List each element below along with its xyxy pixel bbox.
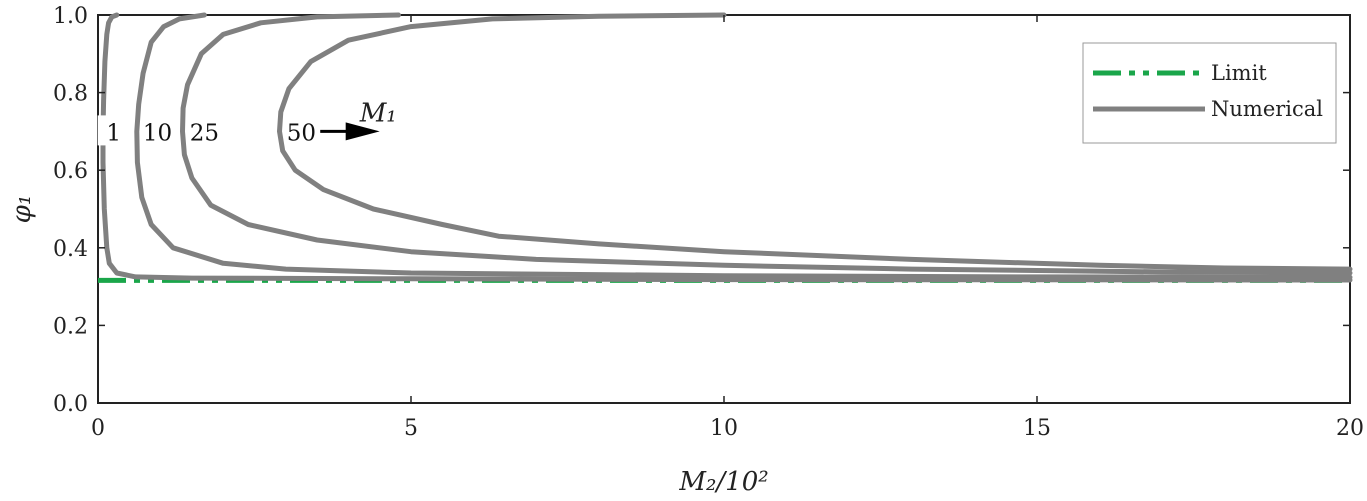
curve-label-bg (97, 115, 130, 146)
series-line-m1-25 (180, 12, 1353, 276)
curve-label-1: 1 (106, 120, 121, 146)
y-tick-label: 0.6 (53, 159, 88, 184)
y-tick-label: 0.8 (53, 82, 88, 107)
curve-label-25: 25 (190, 120, 219, 146)
ticks-layer: 0 5 10 15 20 0.0 0.2 0.4 0.6 0.8 1.0 (53, 4, 1364, 441)
curve-label-10: 10 (143, 120, 172, 146)
series-line-m1-10 (134, 12, 1353, 280)
curve-label-bg (285, 115, 318, 146)
y-tick-label: 0.2 (53, 314, 88, 339)
curve-label-50: 50 (287, 120, 316, 146)
series-line-m1-1 (100, 12, 1353, 283)
m1-arrow-head (345, 122, 380, 141)
legend-limit-text: Limit (1211, 61, 1267, 85)
m1-arrow-label: M₁ (359, 98, 397, 128)
arrow-layer: M₁ (320, 98, 397, 141)
x-tick-label: 10 (710, 416, 738, 441)
y-axis-label: φ₁ (7, 195, 37, 224)
y-tick-label: 0.4 (53, 237, 88, 262)
x-tick-label: 20 (1336, 416, 1364, 441)
legend: Limit Numerical (1082, 42, 1337, 144)
series-layer (100, 12, 1353, 283)
x-tick-label: 15 (1023, 416, 1051, 441)
x-axis-label: M₂/10² (678, 467, 768, 497)
x-tick-label: 0 (91, 416, 105, 441)
curve-labels-layer: 1 10 25 50 (97, 115, 318, 146)
legend-numerical-text: Numerical (1211, 97, 1323, 121)
y-tick-label: 1.0 (53, 4, 88, 29)
y-tick-label: 0.0 (53, 392, 88, 417)
legend-box (1082, 42, 1337, 144)
x-tick-label: 5 (404, 416, 418, 441)
series-line-m1-50 (277, 12, 1353, 272)
curve-label-bg (141, 115, 174, 146)
curve-label-bg (188, 115, 221, 146)
